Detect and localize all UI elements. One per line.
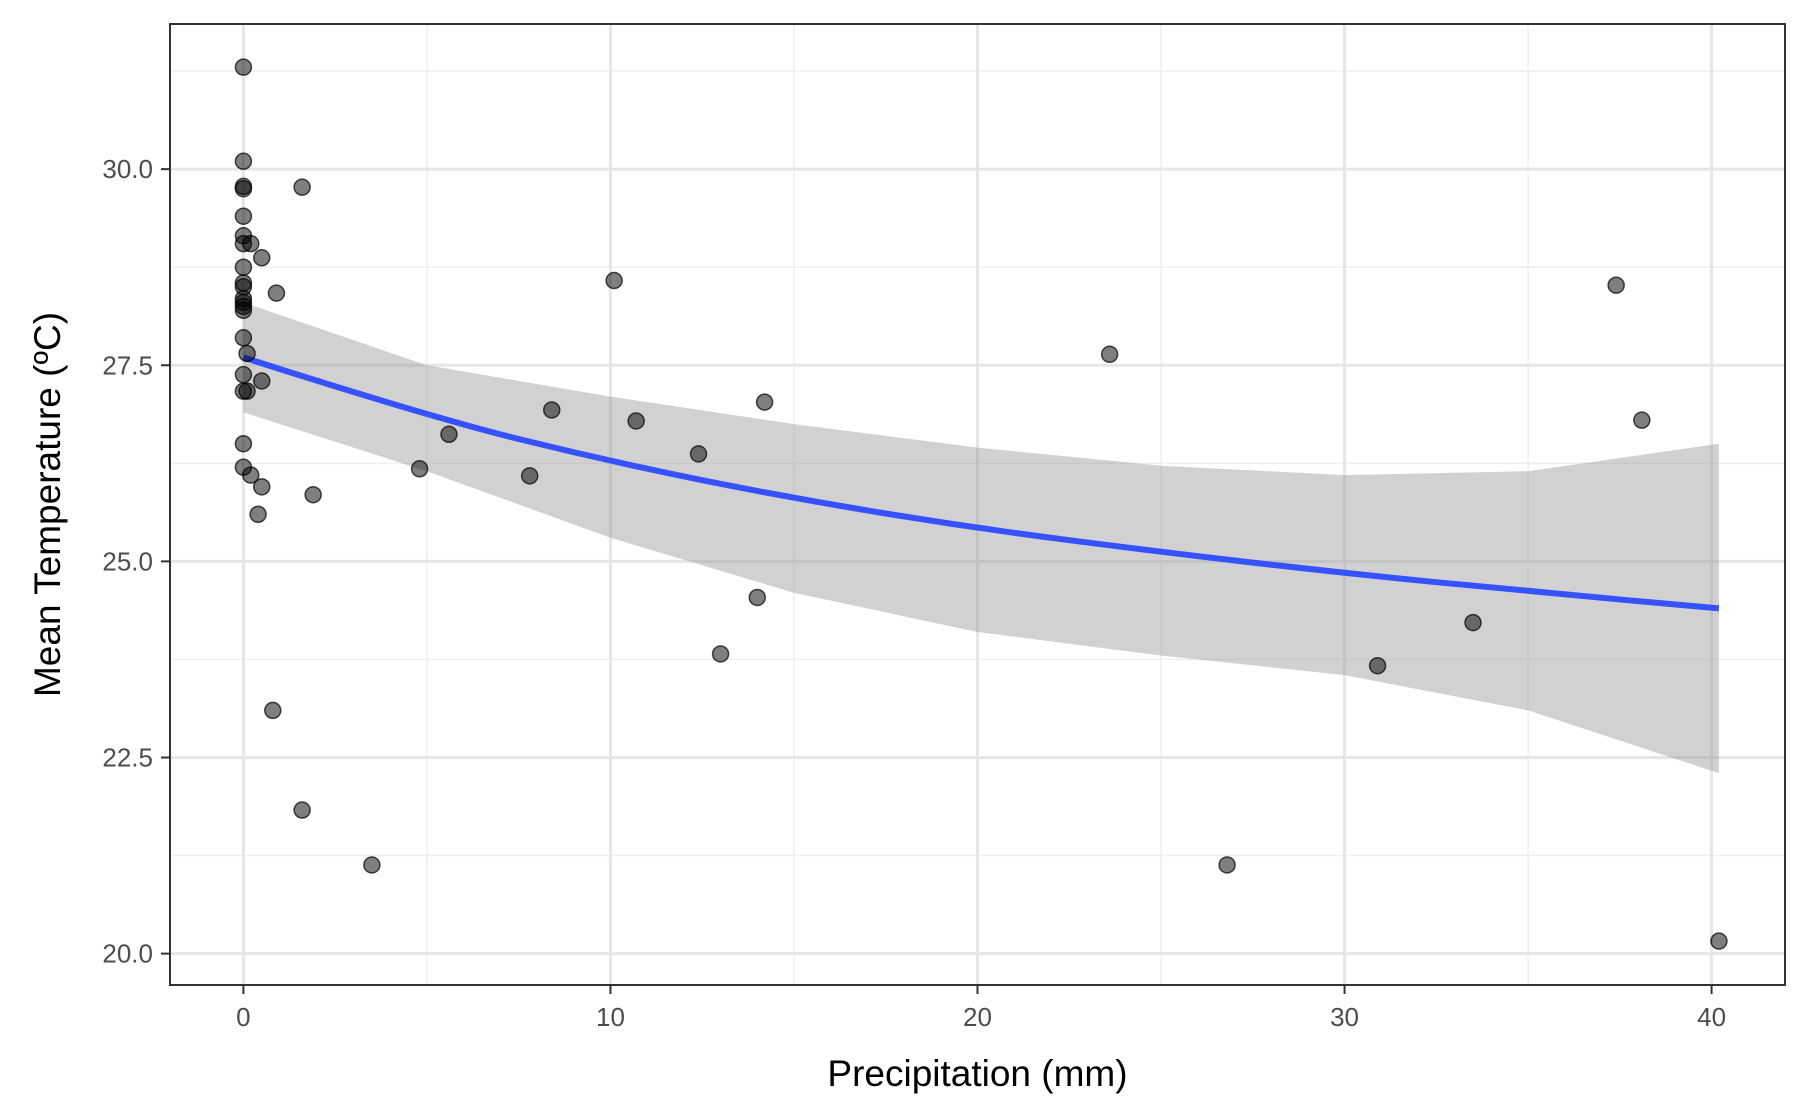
data-point <box>1100 345 1119 364</box>
data-point <box>234 258 253 276</box>
x-tick-label: 40 <box>1697 1002 1726 1032</box>
data-point <box>234 179 253 198</box>
data-point <box>238 344 256 363</box>
data-point <box>242 466 260 484</box>
major-grid <box>170 24 1785 985</box>
data-point <box>627 412 645 430</box>
data-point <box>605 271 623 290</box>
y-tick-label: 22.5 <box>102 742 153 772</box>
data-point <box>253 372 271 390</box>
x-axis: 0 10 20 30 40 <box>236 985 1726 1032</box>
data-point <box>234 207 253 225</box>
y-tick-label: 20.0 <box>102 939 153 969</box>
data-point <box>363 856 381 874</box>
y-tick-label: 25.0 <box>102 546 153 576</box>
data-point <box>410 460 429 478</box>
data-point <box>242 234 260 253</box>
x-tick-label: 20 <box>963 1002 992 1032</box>
data-point <box>520 467 539 485</box>
data-point <box>249 505 267 524</box>
data-point <box>1633 411 1651 429</box>
data-point <box>253 478 271 496</box>
data-point <box>1368 656 1387 675</box>
x-tick-label: 10 <box>596 1002 625 1032</box>
data-point <box>293 801 311 819</box>
data-point <box>234 329 253 347</box>
y-tick-label: 27.5 <box>102 350 153 380</box>
data-point <box>542 401 561 419</box>
y-axis: 20.0 22.5 25.0 27.5 30.0 <box>102 154 170 969</box>
data-point <box>234 434 253 453</box>
data-points <box>234 58 1728 950</box>
data-point <box>267 284 286 302</box>
data-point <box>1464 613 1482 632</box>
y-axis-title: Mean Temperature (ºC) <box>27 312 68 697</box>
x-tick-label: 30 <box>1330 1002 1359 1032</box>
confidence-ribbon <box>243 302 1719 774</box>
data-point <box>304 485 322 504</box>
data-point <box>1710 932 1728 950</box>
y-tick-label: 30.0 <box>102 154 153 184</box>
smooth-trend-line <box>242 354 1720 612</box>
data-point <box>234 58 253 76</box>
x-axis-title: Precipitation (mm) <box>827 1053 1127 1094</box>
data-point <box>234 301 253 320</box>
data-point <box>440 425 458 444</box>
data-point <box>234 365 253 384</box>
data-point <box>1607 276 1625 294</box>
data-point <box>689 445 708 463</box>
data-point <box>238 382 256 400</box>
data-point <box>234 152 253 171</box>
data-point <box>748 588 767 607</box>
data-point <box>1218 856 1236 874</box>
data-point <box>755 393 774 411</box>
data-point <box>711 645 730 663</box>
data-point <box>264 701 282 720</box>
x-tick-label: 0 <box>236 1002 250 1032</box>
data-point <box>293 178 311 196</box>
data-point <box>253 249 271 267</box>
